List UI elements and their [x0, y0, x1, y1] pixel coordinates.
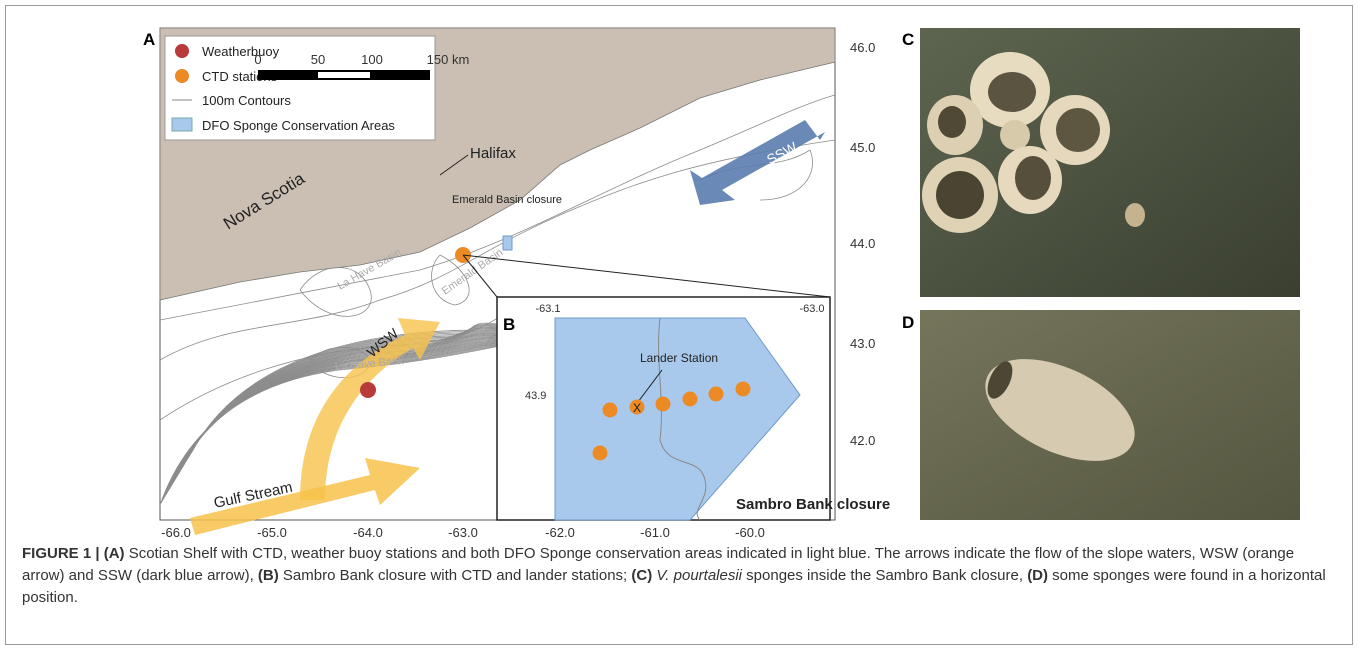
scale-label: 50	[311, 52, 325, 67]
lat-label: 46.0	[850, 40, 875, 55]
ctd-station	[735, 381, 751, 397]
panel-label: B	[503, 315, 515, 334]
lander-leader	[637, 369, 663, 403]
figure-frame	[5, 5, 1353, 645]
ctd-station	[655, 396, 671, 412]
halifax-label: Halifax	[470, 145, 516, 162]
lander-label: Lander Station	[640, 351, 718, 365]
sponge-d-opening	[987, 361, 1013, 399]
emerald-closure-label: Emerald Basin closure	[452, 194, 562, 206]
ctd-station	[708, 386, 724, 402]
caption: FIGURE 1 | (A) Scotian Shelf with CTD, w…	[22, 543, 1340, 609]
lat-label: 44.0	[850, 236, 875, 251]
slope-contour	[192, 322, 501, 452]
lat-label: 45.0	[850, 140, 875, 155]
caption-italic: V. pourtalesii	[656, 567, 743, 584]
legend-label: 100m Contours	[202, 93, 291, 108]
legend-label: DFO Sponge Conservation Areas	[202, 118, 395, 133]
ctd-station	[629, 399, 645, 415]
inset-lon-label: -63.1	[535, 303, 560, 315]
caption-text: sponges inside the Sambro Bank closure,	[742, 567, 1028, 584]
lon-label: -60.0	[735, 525, 765, 540]
scale-label: 100	[361, 52, 383, 67]
ctd-station	[592, 445, 608, 461]
inset-lon-label: -63.0	[799, 303, 824, 315]
lon-label: -65.0	[257, 525, 287, 540]
caption-bold: (B)	[257, 567, 279, 584]
ctd-station	[602, 402, 618, 418]
legend-area	[171, 117, 193, 132]
lon-label: -66.0	[161, 525, 191, 540]
caption-bold: (D)	[1027, 567, 1049, 584]
caption-text: some sponges were found in a horizontal …	[22, 567, 1326, 606]
ctd-station	[682, 391, 698, 407]
legend-label: Weatherbuoy	[202, 44, 280, 59]
caption-bold: (C)	[631, 567, 657, 584]
sambro-closure	[554, 317, 801, 521]
panel-label: D	[902, 313, 914, 332]
caption-bold: FIGURE 1 | (A)	[22, 545, 125, 562]
weatherbuoy	[360, 382, 376, 398]
lon-label: -63.0	[448, 525, 478, 540]
caption-text: Sambro Bank closure with CTD and lander …	[278, 567, 632, 584]
slope-contours	[159, 322, 501, 506]
panel-label: A	[143, 30, 155, 49]
lon-label: -64.0	[353, 525, 383, 540]
slope-contour	[183, 329, 501, 466]
figure: Weatherbuoy CTD stations 100m Contours D…	[143, 27, 1300, 540]
scale-label: 0	[254, 52, 261, 67]
scale-bar-gap	[318, 72, 370, 78]
caption-text: Scotian Shelf with CTD, weather buoy sta…	[22, 545, 1295, 584]
halifax-leader	[439, 154, 469, 176]
lat-label: 42.0	[850, 433, 875, 448]
emerald-closure	[502, 235, 513, 251]
zoom-line	[462, 254, 831, 298]
zoom-line	[462, 254, 498, 298]
wsw-arrow	[300, 318, 440, 500]
inset-contour	[658, 317, 707, 521]
gulf-stream-arrow	[190, 458, 420, 535]
sponges-c	[922, 52, 1145, 233]
lon-label: -61.0	[640, 525, 670, 540]
legend-ctd	[175, 69, 189, 83]
inset-lat-label: 43.9	[525, 390, 546, 402]
legend-box	[164, 35, 436, 141]
closure-label: Sambro Bank closure	[736, 496, 890, 513]
lander-mark: X	[633, 401, 641, 415]
panel-label: C	[902, 30, 914, 49]
ssw-arrow	[690, 120, 825, 205]
lat-label: 43.0	[850, 336, 875, 351]
lon-label: -62.0	[545, 525, 575, 540]
scale-label: 150 km	[427, 52, 470, 67]
sponge-d	[985, 359, 1135, 461]
legend-buoy	[175, 44, 189, 58]
